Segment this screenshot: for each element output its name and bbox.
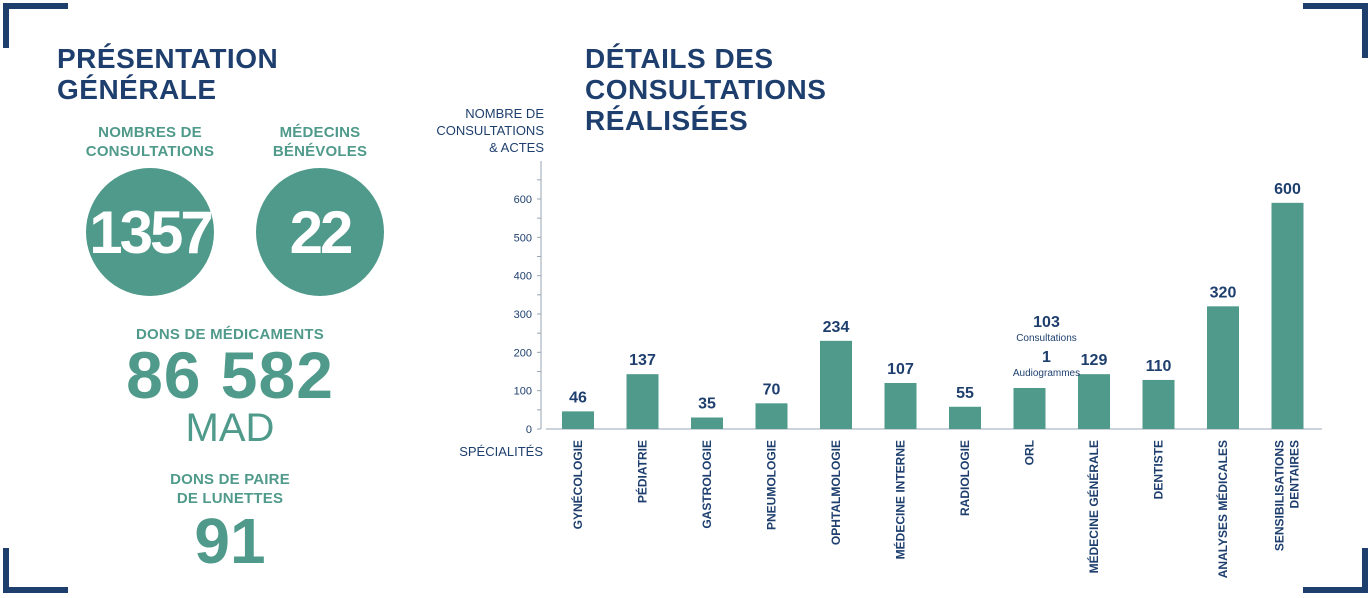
y-tick-label: 400 [514, 271, 532, 283]
y-tick-label: 600 [514, 194, 532, 206]
bar-value-label: 234 [823, 319, 850, 336]
category-label: ANALYSES MÉDICALES [1215, 440, 1230, 578]
y-axis-title: NOMBRE DE CONSULTATIONS & ACTES [436, 106, 544, 155]
bar [626, 374, 659, 429]
category-label: GYNÉCOLOGIE [570, 440, 585, 529]
corner-bracket-bottom-left [3, 548, 68, 593]
bar-value-label: 1 [1042, 349, 1051, 366]
bar-value-label: 35 [698, 396, 716, 413]
medecins-label: MÉDECINS BÉNÉVOLES [272, 124, 368, 160]
bar [820, 340, 852, 429]
bar-value-label: 55 [956, 385, 974, 402]
medecins-circle: 22 [256, 168, 384, 296]
dons-medicaments-value: 86 582 [126, 338, 334, 412]
right-section-title: DÉTAILS DES CONSULTATIONS RÉALISÉES [585, 43, 827, 136]
bar-value-label: 46 [569, 389, 587, 406]
bar [755, 403, 788, 429]
bar-value-label: 103 [1033, 314, 1060, 331]
bar-value-label: 107 [887, 361, 914, 378]
category-label: PÉDIATRIE [635, 440, 650, 503]
category-label: OPHTALMOLOGIE [829, 440, 843, 545]
bar [1271, 202, 1304, 429]
dons-lunettes-value: 91 [194, 505, 266, 577]
y-tick-label: 200 [514, 347, 532, 359]
bar-value-label: 110 [1146, 358, 1172, 375]
dons-medicaments-unit: MAD [185, 406, 275, 450]
left-section-title: PRÉSENTATION GÉNÉRALE [57, 43, 279, 105]
bar [949, 406, 981, 429]
consultations-label: NOMBRES DE CONSULTATIONS [85, 124, 215, 160]
y-tick-label: 500 [514, 232, 532, 244]
medecins-value: 22 [289, 198, 354, 266]
bar [1078, 374, 1110, 429]
consultations-value: 1357 [89, 198, 213, 266]
bar-annotation-label: Audiogrammes [1013, 368, 1080, 379]
bar-value-label: 137 [629, 352, 656, 369]
y-tick-label: 0 [526, 424, 532, 436]
bar [562, 411, 594, 429]
bar-value-label: 320 [1210, 284, 1237, 301]
category-label: SENSIBILISATIONSDENTAIRES [1273, 440, 1302, 551]
corner-bracket-bottom-right [1303, 548, 1368, 593]
category-label: MÉDECINE INTERNE [893, 440, 908, 559]
consultations-circle: 1357 [86, 168, 214, 296]
corner-bracket-top-left [3, 3, 68, 48]
bar-annotation-label: Consultations [1016, 333, 1077, 344]
category-label: PNEUMOLOGIE [765, 440, 779, 530]
category-label: ORL [1023, 440, 1037, 465]
category-label: GASTROLOGIE [700, 440, 714, 529]
bar [1142, 379, 1175, 429]
x-axis-title: SPÉCIALITÉS [459, 444, 543, 459]
y-tick-label: 100 [514, 386, 532, 398]
bar [1207, 306, 1239, 429]
bar [884, 383, 917, 429]
bar-value-label: 70 [763, 381, 781, 398]
corner-bracket-top-right [1303, 3, 1368, 58]
dons-medicaments-label: DONS DE MÉDICAMENTS [136, 326, 324, 343]
dons-lunettes-label: DONS DE PAIRE DE LUNETTES [170, 471, 290, 507]
y-tick-label: 300 [514, 309, 532, 321]
category-label: DENTISTE [1152, 440, 1166, 499]
bar [691, 417, 723, 429]
bar-value-label: 600 [1274, 181, 1301, 198]
bar-value-label: 129 [1081, 352, 1108, 369]
category-label: RADIOLOGIE [958, 440, 972, 516]
bar [1013, 387, 1046, 429]
category-label: MÉDECINE GÉNÉRALE [1086, 440, 1101, 573]
